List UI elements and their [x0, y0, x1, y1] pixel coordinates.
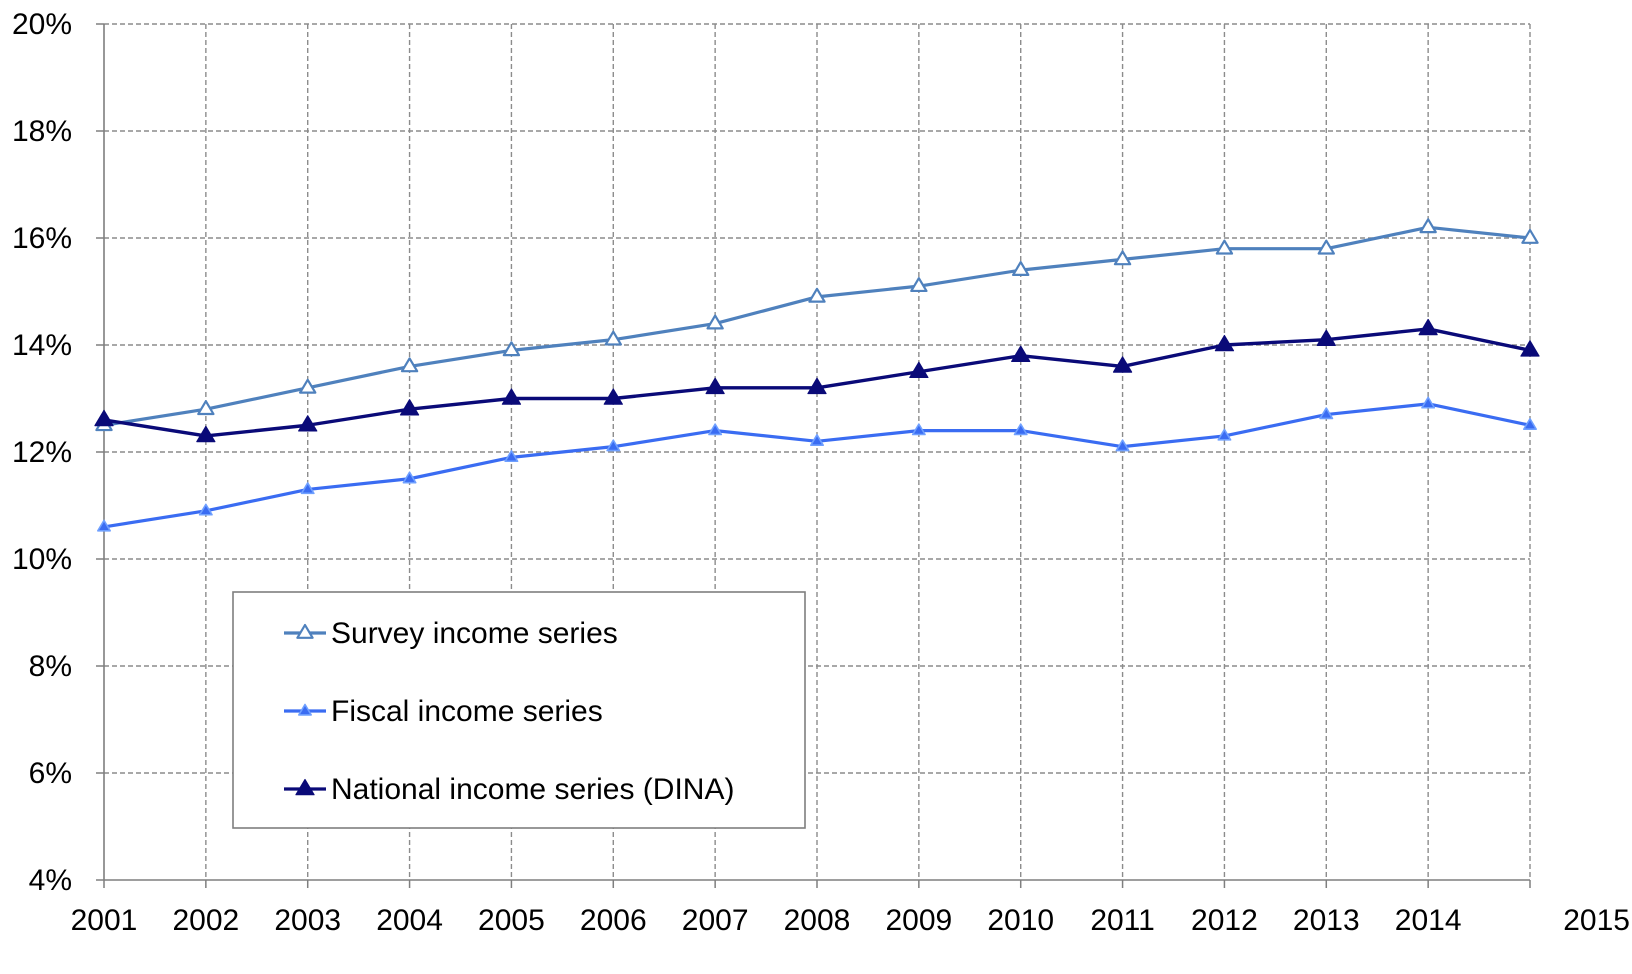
data-point	[909, 361, 929, 379]
data-point	[606, 439, 621, 452]
data-point	[299, 378, 317, 394]
data-point	[1013, 423, 1028, 436]
data-point	[196, 425, 216, 443]
x-tick-label: 2003	[274, 904, 341, 937]
legend-item: Fiscal income series	[284, 695, 603, 728]
legend-label: National income series (DINA)	[331, 773, 734, 806]
data-point	[1418, 318, 1438, 336]
y-tick-label: 12%	[12, 436, 72, 469]
x-tick-label: 2011	[1090, 904, 1155, 937]
legend-swatch-marker	[296, 623, 314, 639]
data-point	[1215, 239, 1234, 255]
data-point	[1012, 261, 1030, 276]
x-tick-label: 2001	[71, 904, 138, 937]
data-point	[705, 377, 725, 395]
data-point	[1520, 340, 1540, 357]
data-point	[300, 482, 315, 495]
legend-swatch-marker	[298, 703, 312, 716]
data-point	[1521, 228, 1539, 244]
data-point	[1115, 439, 1130, 452]
x-tick-labels: 2001 2002 2003 2004 2005 2006 2007 2008 2009 2010…	[71, 904, 1630, 937]
legend-label: Fiscal income series	[331, 695, 603, 728]
legend: Survey income series Fiscal income series…	[232, 591, 806, 829]
data-point	[708, 423, 723, 436]
series-lines	[94, 218, 1540, 532]
x-tick-label: 2008	[784, 904, 851, 937]
data-point	[1011, 345, 1031, 362]
data-point	[197, 400, 215, 416]
y-tick-label: 16%	[12, 222, 72, 255]
x-tick-label: 2014	[1395, 904, 1462, 937]
x-tick-label: 2012	[1191, 904, 1258, 937]
legend-item: National income series (DINA)	[284, 773, 734, 806]
y-tick-labels: 4% 6% 8% 10% 12% 14% 16% 18% 20%	[12, 8, 72, 897]
data-point	[1523, 417, 1537, 430]
data-point	[1317, 239, 1335, 255]
data-point	[501, 388, 522, 405]
data-point	[1112, 356, 1133, 373]
x-tick-label: 2002	[172, 904, 239, 937]
series-2	[94, 318, 1540, 443]
data-point	[603, 388, 623, 405]
legend-swatch-marker	[295, 778, 315, 796]
data-point	[1217, 428, 1232, 441]
legend-box	[232, 591, 806, 829]
data-point	[1419, 218, 1437, 234]
y-tick-label: 6%	[29, 757, 72, 790]
data-point	[1214, 334, 1235, 352]
data-point	[94, 409, 114, 427]
x-tick-label: 2015	[1563, 904, 1630, 937]
x-tick-label: 2007	[682, 904, 749, 937]
data-point	[807, 377, 827, 395]
data-point	[911, 423, 926, 436]
y-tick-label: 10%	[12, 543, 72, 576]
data-point	[402, 471, 417, 484]
data-point	[604, 330, 622, 346]
data-point	[504, 450, 519, 463]
data-point	[910, 277, 928, 293]
data-point	[502, 341, 521, 357]
data-point	[1113, 250, 1132, 266]
series-1	[97, 396, 1537, 532]
data-point	[706, 314, 724, 330]
legend-item: Survey income series	[284, 617, 618, 650]
x-tick-label: 2013	[1293, 904, 1360, 937]
x-tick-label: 2006	[580, 904, 647, 937]
y-tick-label: 8%	[29, 650, 72, 683]
data-point	[298, 415, 318, 432]
y-tick-label: 20%	[12, 8, 72, 41]
data-point	[808, 287, 826, 303]
data-point	[198, 503, 213, 516]
x-tick-label: 2010	[987, 904, 1054, 937]
data-point	[1319, 407, 1334, 420]
data-point	[1421, 396, 1436, 409]
x-tick-label: 2009	[885, 904, 952, 937]
legend-label: Survey income series	[331, 617, 618, 650]
y-tick-label: 4%	[29, 864, 72, 897]
y-tick-label: 18%	[12, 115, 72, 148]
x-tick-label: 2004	[376, 904, 443, 937]
data-point	[810, 433, 824, 447]
data-point	[97, 519, 111, 532]
data-point	[1316, 329, 1336, 346]
x-tick-label: 2005	[478, 904, 545, 937]
data-point	[400, 357, 419, 373]
y-tick-label: 14%	[12, 329, 72, 362]
data-point	[399, 399, 420, 416]
axes	[96, 23, 1531, 888]
gridlines	[104, 23, 1531, 880]
